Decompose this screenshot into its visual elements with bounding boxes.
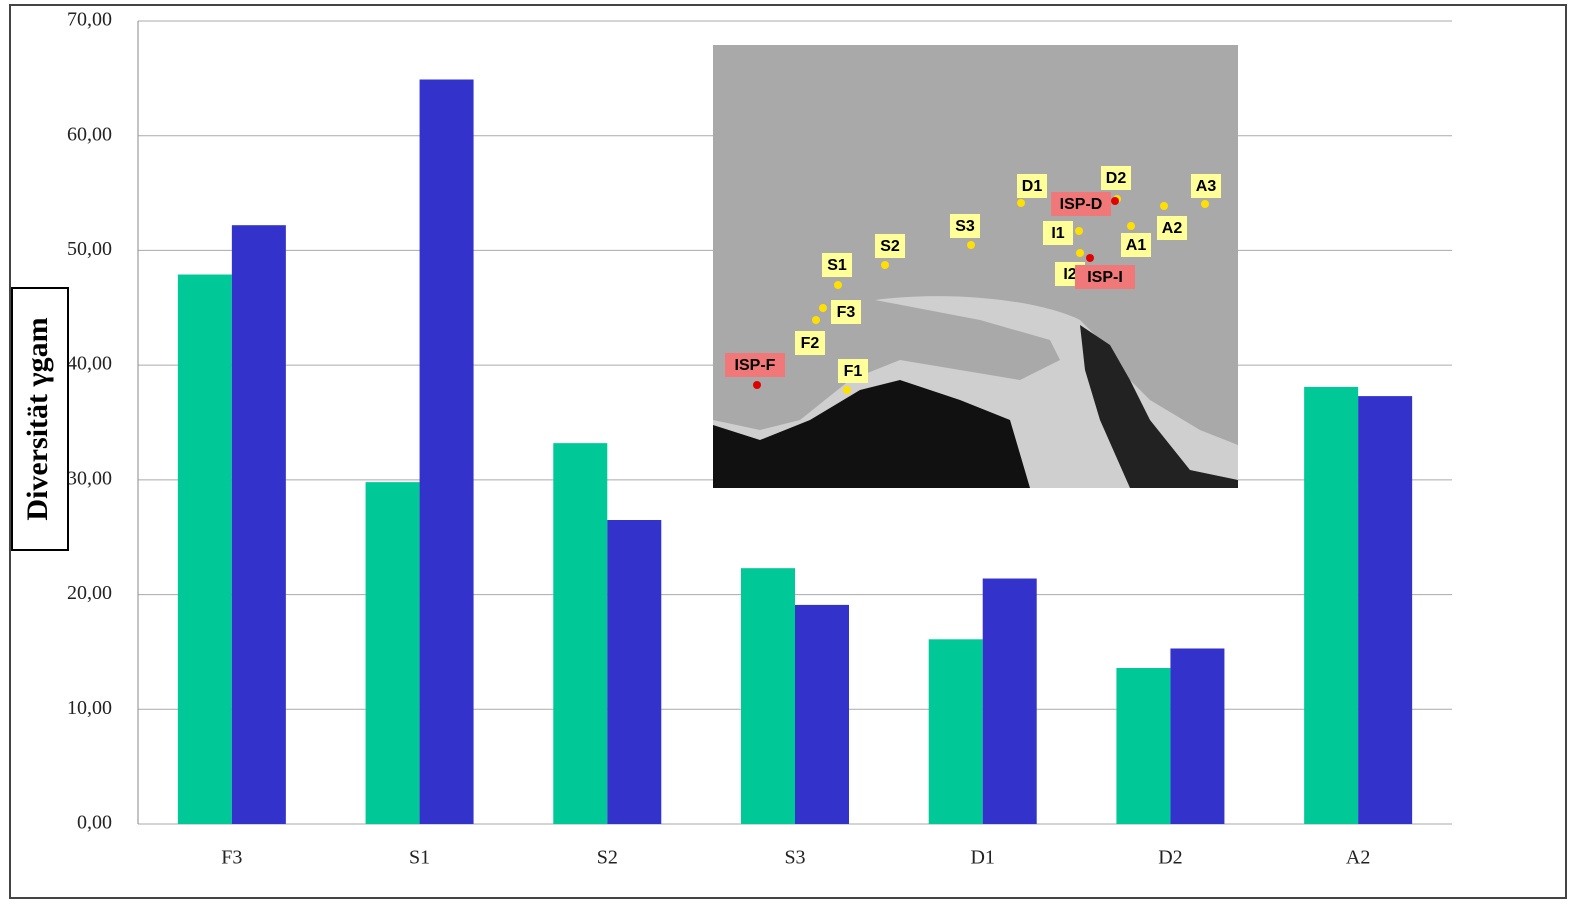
map-label: F3	[837, 304, 856, 321]
map-label: F1	[844, 363, 863, 380]
bar	[420, 80, 474, 824]
map-site	[1111, 197, 1119, 205]
bar	[741, 568, 795, 824]
bar	[607, 520, 661, 824]
bar	[1170, 648, 1224, 824]
x-tick-label: D1	[970, 847, 994, 869]
map-site	[843, 386, 851, 394]
map-label: S2	[880, 238, 900, 255]
map-label: ISP-I	[1087, 269, 1123, 286]
y-axis-label: Diversität γgam	[21, 317, 54, 520]
y-tick-label: 10,00	[67, 697, 112, 719]
map-site	[753, 381, 761, 389]
map-label: A3	[1196, 178, 1217, 195]
y-tick-label: 40,00	[67, 353, 112, 375]
map-site	[819, 304, 827, 312]
map-label: I2	[1063, 266, 1076, 283]
map-site	[1076, 249, 1084, 257]
map-site	[1075, 227, 1083, 235]
x-tick-label: S3	[784, 847, 805, 869]
x-tick-label: F3	[221, 847, 242, 869]
map-site	[881, 261, 889, 269]
y-tick-label: 70,00	[67, 9, 112, 31]
chart: 0,00 10,00 20,00 30,00 40,00 50,00 60,00 70,00 F…	[0, 0, 1592, 912]
map-site	[1127, 222, 1135, 230]
x-tick-label: S2	[597, 847, 618, 869]
y-tick-label: 60,00	[67, 123, 112, 145]
y-tick-label: 30,00	[67, 467, 112, 489]
map-label: A2	[1162, 220, 1183, 237]
map-label: ISP-F	[735, 357, 776, 374]
bar	[1358, 396, 1412, 824]
map-label: D2	[1106, 170, 1127, 187]
bar	[1116, 668, 1170, 824]
map-label: D1	[1022, 178, 1043, 195]
bar	[366, 482, 420, 824]
map-label: I1	[1051, 225, 1064, 242]
map-site	[967, 241, 975, 249]
x-tick-label: A2	[1346, 847, 1370, 869]
map-label: A1	[1126, 237, 1147, 254]
map-label: F2	[801, 335, 820, 352]
bar	[929, 639, 983, 824]
y-tick-label: 20,00	[67, 582, 112, 604]
bar	[983, 579, 1037, 824]
map-label: S3	[955, 218, 975, 235]
map-site	[1160, 202, 1168, 210]
bar	[178, 275, 232, 824]
bar	[553, 443, 607, 824]
map-site	[1201, 200, 1209, 208]
y-tick-label: 0,00	[77, 812, 112, 834]
y-tick-label: 50,00	[67, 238, 112, 260]
map-site	[1086, 254, 1094, 262]
inset-map: D1 D2 A3 ISP-D S3 I1 A2 A1 S2 S1 I2 ISP-I F3 F2 ISP-F F…	[713, 45, 1238, 488]
map-label: ISP-D	[1060, 196, 1103, 213]
map-site	[812, 316, 820, 324]
map-site	[834, 281, 842, 289]
map-site	[1017, 199, 1025, 207]
bar	[232, 225, 286, 824]
x-tick-label: D2	[1158, 847, 1182, 869]
bar	[1304, 387, 1358, 824]
x-tick-label: S1	[409, 847, 430, 869]
map-label: S1	[827, 257, 847, 274]
bar	[795, 605, 849, 824]
